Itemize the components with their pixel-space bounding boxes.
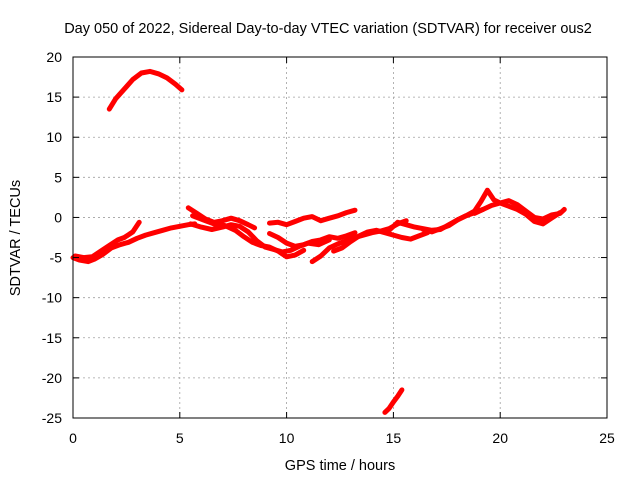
series-arc-upper bbox=[106, 68, 185, 112]
series-band-7 bbox=[267, 207, 358, 228]
chart-title: Day 050 of 2022, Sidereal Day-to-day VTE… bbox=[64, 21, 592, 37]
x-tick-label: 15 bbox=[386, 430, 402, 446]
tick-marks bbox=[72, 56, 608, 419]
y-tick-label: 10 bbox=[46, 129, 62, 145]
series-band-11 bbox=[420, 187, 567, 235]
series-arc-lower bbox=[382, 387, 405, 415]
y-tick-label: -25 bbox=[42, 410, 62, 426]
y-tick-label: 5 bbox=[54, 169, 62, 185]
x-tick-label: 25 bbox=[599, 430, 615, 446]
series-layer bbox=[70, 68, 567, 415]
x-tick-label: 5 bbox=[176, 430, 184, 446]
series-band-3 bbox=[185, 205, 258, 231]
series-band-2 bbox=[72, 219, 142, 261]
series-band-1 bbox=[70, 221, 198, 265]
series-band-6 bbox=[267, 230, 358, 249]
y-tick-labels: -25 -20 -15 -10 -5 0 5 10 15 20 bbox=[42, 49, 62, 426]
y-tick-label: -15 bbox=[42, 330, 62, 346]
x-tick-labels: 0 5 10 15 20 25 bbox=[69, 430, 615, 446]
x-tick-label: 20 bbox=[492, 430, 508, 446]
y-tick-label: 15 bbox=[46, 89, 62, 105]
x-axis-label: GPS time / hours bbox=[285, 458, 395, 474]
x-tick-label: 10 bbox=[279, 430, 295, 446]
y-tick-label: -5 bbox=[50, 250, 63, 266]
series-band-5 bbox=[190, 213, 307, 260]
x-tick-label: 0 bbox=[69, 430, 77, 446]
series-band-9 bbox=[331, 227, 431, 254]
plot-frame bbox=[72, 56, 608, 419]
grid-lines bbox=[73, 57, 607, 418]
y-tick-label: 0 bbox=[54, 209, 62, 225]
y-axis-label: SDTVAR / TECUs bbox=[8, 180, 24, 296]
y-tick-label: -20 bbox=[42, 370, 62, 386]
y-tick-label: -10 bbox=[42, 290, 62, 306]
series-band-12 bbox=[472, 200, 563, 227]
y-tick-label: 20 bbox=[46, 49, 62, 65]
